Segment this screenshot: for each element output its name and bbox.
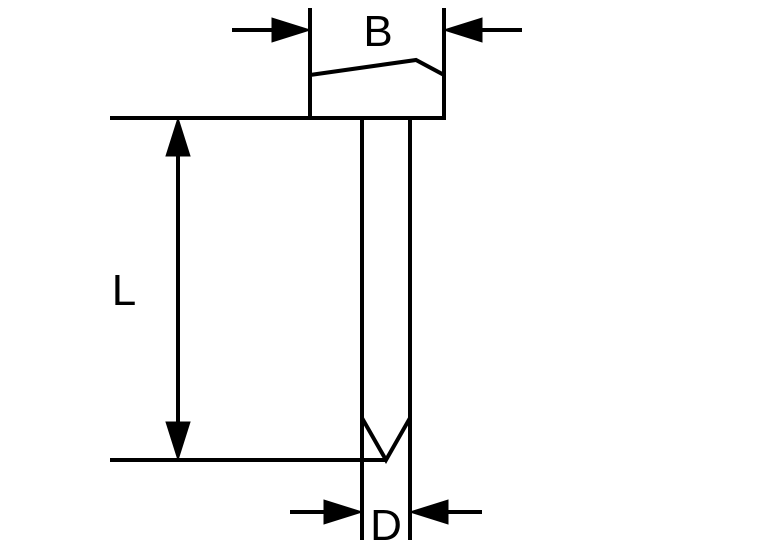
dimension-arrowhead [444, 18, 482, 42]
dim-l-label: L [112, 266, 136, 315]
dimension-arrowhead [324, 500, 362, 524]
dimension-arrowhead [272, 18, 310, 42]
dimension-arrowhead [410, 500, 448, 524]
dim-d-label: D [370, 501, 402, 550]
dimension-arrowhead [166, 118, 190, 156]
dimension-arrowhead [166, 422, 190, 460]
dim-b-label: B [363, 7, 392, 56]
